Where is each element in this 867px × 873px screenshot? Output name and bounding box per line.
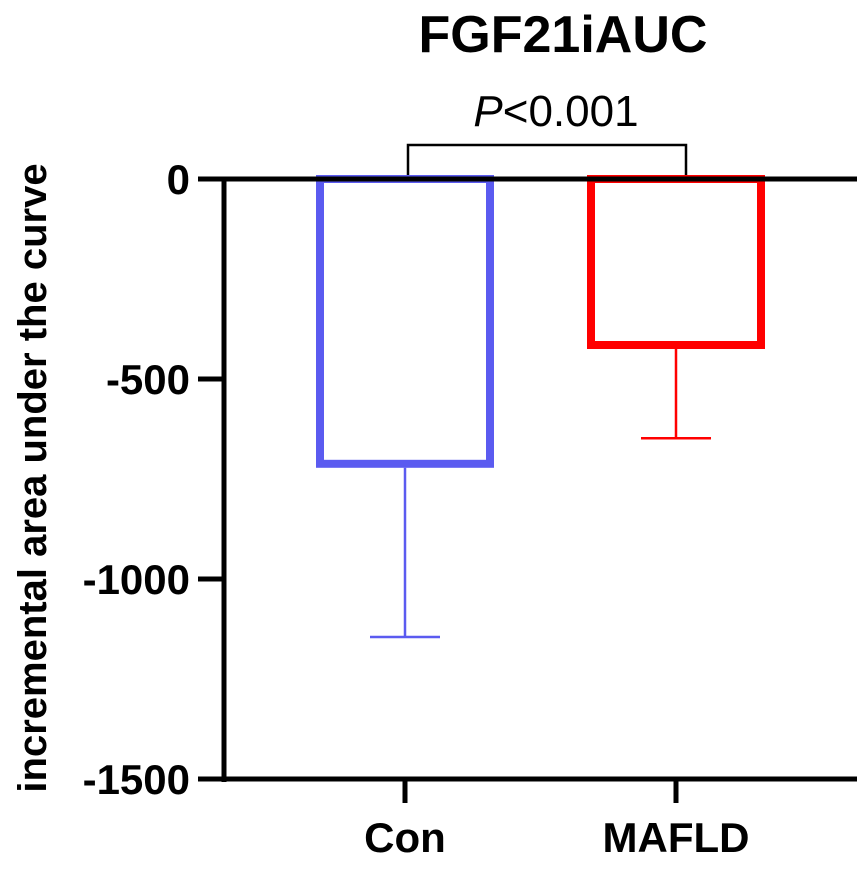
y-tick-label: -1000	[83, 556, 190, 603]
x-tick-label-mafld: MAFLD	[603, 814, 750, 861]
significance-bracket	[406, 143, 688, 176]
y-tick-label: -1500	[83, 756, 190, 803]
chart-title: FGF21iAUC	[419, 6, 708, 64]
y-tick-label: 0	[167, 156, 190, 203]
bar-mafld	[587, 175, 765, 349]
bar-con	[316, 175, 494, 468]
y-ticks: 0 -500 -1000 -1500	[83, 156, 224, 803]
significance-label: P<0.001	[473, 87, 638, 136]
significance-p: P	[473, 87, 503, 136]
x-tick-labels: Con MAFLD	[364, 779, 749, 861]
x-tick-label-con: Con	[364, 814, 446, 861]
significance-value: <0.001	[503, 87, 639, 136]
bars	[316, 175, 765, 639]
y-tick-label: -500	[106, 356, 190, 403]
y-axis-label: incremental area under the curve	[11, 163, 55, 792]
